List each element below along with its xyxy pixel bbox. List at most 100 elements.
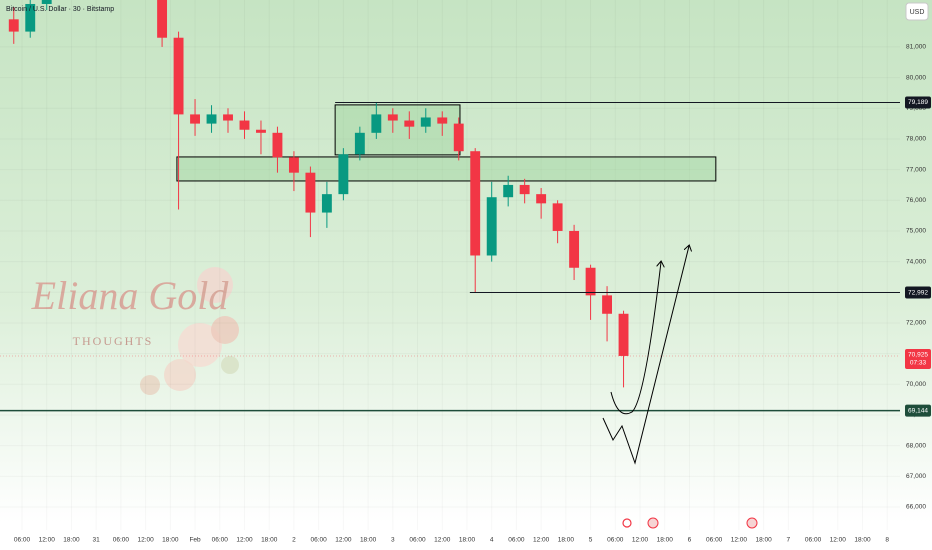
candle-body xyxy=(25,3,36,32)
y-tick-label: 70,000 xyxy=(906,381,926,388)
x-tick-label: 18:00 xyxy=(755,537,772,544)
candle-body xyxy=(239,120,250,130)
projection-arrow xyxy=(610,262,661,415)
currency-label[interactable]: USD xyxy=(910,9,925,16)
x-tick-label: Feb xyxy=(189,537,201,544)
x-tick-label: 18:00 xyxy=(63,537,80,544)
x-tick-label: 06:00 xyxy=(212,537,229,544)
watermark: Eliana Gold THOUGHTS xyxy=(31,267,239,395)
y-tick-label: 66,000 xyxy=(906,504,926,511)
candle-body xyxy=(486,197,497,256)
candle-body xyxy=(305,172,316,213)
event-icon[interactable] xyxy=(746,517,758,529)
x-tick-label: 18:00 xyxy=(854,537,871,544)
candle-body xyxy=(503,184,514,198)
level-tag xyxy=(905,96,931,109)
candle-body xyxy=(602,295,613,314)
x-tick-label: 6 xyxy=(688,537,692,544)
x-tick-label: 3 xyxy=(391,537,395,544)
candle-body xyxy=(288,157,299,173)
x-tick-label: 12:00 xyxy=(335,537,352,544)
candle-body xyxy=(8,19,19,32)
y-tick-label: 76,000 xyxy=(906,197,926,204)
x-tick-label: 06:00 xyxy=(508,537,525,544)
y-tick-label: 75,000 xyxy=(906,228,926,235)
level-label: 69,144 xyxy=(908,407,928,414)
x-tick-label: 06:00 xyxy=(311,537,328,544)
candle-body xyxy=(157,0,168,38)
x-tick-label: 18:00 xyxy=(657,537,674,544)
x-tick-label: 7 xyxy=(787,537,791,544)
currency-button[interactable] xyxy=(905,2,929,21)
x-tick-label: 12:00 xyxy=(434,537,451,544)
last-price-label: 70,925 xyxy=(908,352,928,359)
x-tick-label: 2 xyxy=(292,537,296,544)
x-tick-label: 06:00 xyxy=(113,537,130,544)
candle-body xyxy=(223,114,233,121)
level-tag xyxy=(905,286,931,299)
candle-body xyxy=(404,120,415,127)
x-tick-label: 12:00 xyxy=(137,537,154,544)
event-icon[interactable] xyxy=(622,518,632,528)
x-tick-label: 18:00 xyxy=(162,537,179,544)
candle-body xyxy=(41,0,52,4)
countdown-label: 07:33 xyxy=(910,360,927,367)
y-tick-label: 79,000 xyxy=(906,105,926,112)
y-tick-label: 67,000 xyxy=(906,473,926,480)
candle-body xyxy=(371,114,382,133)
x-tick-label: 31 xyxy=(93,537,101,544)
candle-body xyxy=(552,203,563,231)
level-label: 79,189 xyxy=(908,99,928,106)
candle-body xyxy=(321,194,332,213)
x-tick-label: 06:00 xyxy=(607,537,624,544)
y-tick-label: 74,000 xyxy=(906,258,926,265)
x-tick-label: 12:00 xyxy=(236,537,253,544)
candle-body xyxy=(272,132,283,158)
candle-body xyxy=(387,114,398,121)
y-tick-label: 78,000 xyxy=(906,136,926,143)
y-tick-label: 81,000 xyxy=(906,44,926,51)
last-price-tag xyxy=(905,348,931,369)
zone xyxy=(334,104,461,156)
y-tick-label: 72,000 xyxy=(906,320,926,327)
candle-body xyxy=(519,184,530,195)
x-tick-label: 18:00 xyxy=(459,537,476,544)
level-label: 72,992 xyxy=(908,289,928,296)
x-tick-label: 06:00 xyxy=(14,537,31,544)
x-tick-label: 18:00 xyxy=(261,537,278,544)
x-tick-label: 12:00 xyxy=(39,537,56,544)
x-tick-label: 06:00 xyxy=(409,537,426,544)
candle-body xyxy=(420,117,431,127)
event-icon[interactable] xyxy=(647,517,659,529)
candle-body xyxy=(453,123,464,152)
time-axis-bg xyxy=(0,530,932,550)
y-tick-label: 77,000 xyxy=(906,166,926,173)
candle-body xyxy=(470,151,481,256)
x-tick-label: 06:00 xyxy=(805,537,822,544)
watermark-name: Eliana Gold xyxy=(31,273,230,318)
candle-body xyxy=(190,114,200,124)
candle-body xyxy=(256,129,266,133)
candle-body xyxy=(437,117,448,124)
projection-arrow xyxy=(602,246,689,465)
candle-body xyxy=(173,37,184,115)
x-tick-label: 06:00 xyxy=(706,537,723,544)
x-tick-label: 18:00 xyxy=(360,537,377,544)
y-tick-label: 80,000 xyxy=(906,74,926,81)
chart-title: Bitcoin / U.S. Dollar · 30 · Bitstamp xyxy=(6,6,114,13)
x-tick-label: 4 xyxy=(490,537,494,544)
candle-body xyxy=(338,154,349,195)
x-tick-label: 8 xyxy=(885,537,889,544)
x-tick-label: 12:00 xyxy=(533,537,550,544)
zone xyxy=(176,156,717,182)
x-tick-label: 12:00 xyxy=(632,537,649,544)
candle-body xyxy=(206,114,217,124)
candle-body xyxy=(569,230,580,268)
x-tick-label: 12:00 xyxy=(731,537,748,544)
x-tick-label: 12:00 xyxy=(830,537,847,544)
x-tick-label: 18:00 xyxy=(558,537,575,544)
candle-body xyxy=(585,267,596,296)
candle-body xyxy=(536,194,547,204)
